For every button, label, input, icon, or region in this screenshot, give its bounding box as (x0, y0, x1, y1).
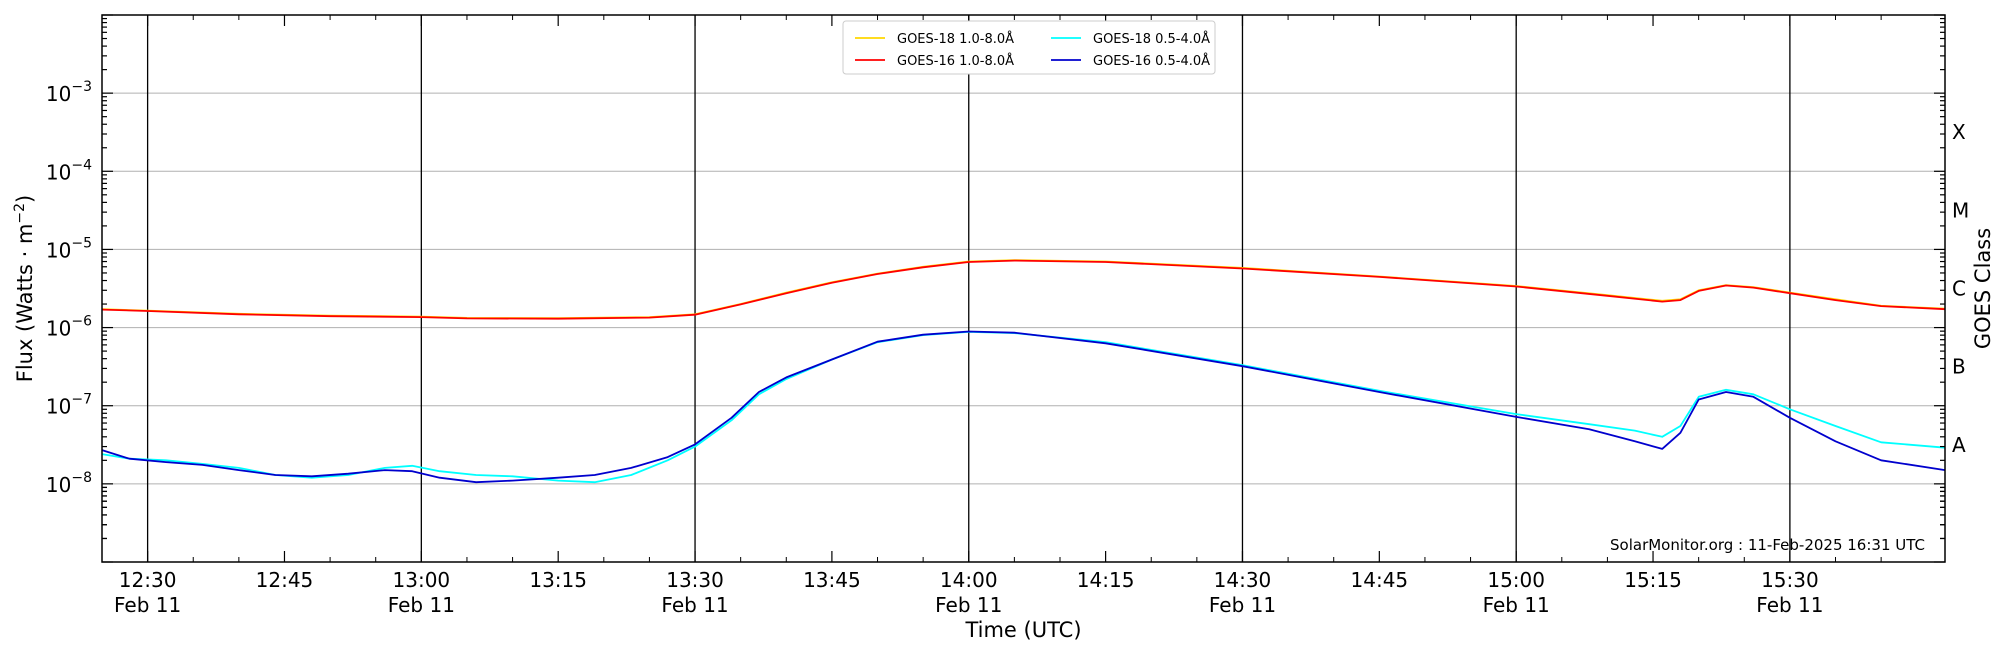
x-tick-label: 15:30 (1761, 568, 1819, 592)
legend-label: GOES-16 0.5-4.0Å (1093, 53, 1210, 69)
legend-box (842, 20, 1216, 75)
legend-label: GOES-16 1.0-8.0Å (897, 53, 1014, 69)
x-tick-label: 13:45 (803, 568, 861, 592)
y-tick-label: 10−5 (46, 235, 92, 262)
y-axis-title-exponent: −2 (12, 203, 28, 224)
y-axis-title-end: ) (13, 195, 37, 203)
y-tick-label: 10−3 (46, 79, 92, 106)
x-tick-date-label: Feb 11 (661, 593, 728, 617)
series-lines (101, 259, 1946, 484)
y-tick-exponent: −4 (71, 157, 92, 173)
legend-label: GOES-18 1.0-8.0Å (897, 31, 1014, 47)
y-tick-label: 10−4 (46, 157, 92, 184)
goes-class-axis-title: GOES Class (1971, 228, 1995, 349)
x-tick-date-label: Feb 11 (1209, 593, 1276, 617)
legend-item: GOES-18 1.0-8.0Å (855, 31, 1014, 47)
y-tick-base: 10 (46, 317, 71, 341)
x-tick-label: 14:00 (940, 568, 998, 592)
y-axis-title-main: Flux (Watts · m (13, 224, 37, 383)
x-tick-label: 13:30 (666, 568, 724, 592)
x-tick-date-label: Feb 11 (1756, 593, 1823, 617)
legend-item: GOES-16 0.5-4.0Å (1051, 53, 1210, 69)
x-tick-label: 14:15 (1077, 568, 1135, 592)
legend-label: GOES-18 0.5-4.0Å (1093, 31, 1210, 47)
y-tick-exponent: −8 (71, 470, 92, 486)
x-axis-title: Time (UTC) (964, 618, 1081, 642)
y-tick-base: 10 (46, 473, 71, 497)
y-tick-exponent: −6 (71, 314, 92, 330)
x-tick-date-label: Feb 11 (388, 593, 455, 617)
goes-class-label: X (1952, 120, 1966, 144)
series-line (101, 259, 1946, 319)
y-axis-title: Flux (Watts · m−2) (12, 195, 37, 383)
x-tick-label: 15:15 (1624, 568, 1682, 592)
series-line (101, 259, 1946, 320)
y-tick-base: 10 (46, 395, 71, 419)
x-tick-label: 13:15 (529, 568, 587, 592)
y-tick-labels: 10−810−710−610−510−410−3 (46, 79, 92, 497)
y-tick-label: 10−8 (46, 470, 92, 497)
x-tick-label: 13:00 (393, 568, 451, 592)
x-tick-label: 14:30 (1214, 568, 1272, 592)
goes-class-label: A (1952, 433, 1966, 457)
y-tick-base: 10 (46, 82, 71, 106)
plot-frame (101, 14, 1946, 563)
y-tick-label: 10−6 (46, 314, 92, 341)
credit-text: SolarMonitor.org : 11-Feb-2025 16:31 UTC (1610, 536, 1925, 554)
x-tick-date-label: Feb 11 (1483, 593, 1550, 617)
x-tick-label: 15:00 (1487, 568, 1545, 592)
x-tick-label: 14:45 (1351, 568, 1409, 592)
y-tick-label: 10−7 (46, 392, 92, 419)
legend: GOES-18 1.0-8.0Å GOES-18 0.5-4.0Å GOES-16 … (842, 20, 1216, 75)
legend-item: GOES-16 1.0-8.0Å (855, 53, 1014, 69)
y-tick-exponent: −3 (71, 79, 92, 95)
goes-class-label: M (1952, 198, 1969, 222)
x-tick-label: 12:30 (119, 568, 177, 592)
y-tick-exponent: −5 (71, 235, 92, 251)
x-tick-date-label: Feb 11 (935, 593, 1002, 617)
grid-lines (102, 92, 1945, 485)
series-line (101, 330, 1946, 484)
axis-ticks (101, 14, 1945, 563)
y-tick-base: 10 (46, 160, 71, 184)
goes-class-label: C (1952, 277, 1966, 301)
goes-class-labels: A B C M X (1952, 120, 1969, 457)
x-tick-date-label: Feb 11 (114, 593, 181, 617)
y-tick-base: 10 (46, 238, 71, 262)
x-tick-label: 12:45 (256, 568, 314, 592)
date-marker-lines (146, 15, 1791, 562)
legend-item: GOES-18 0.5-4.0Å (1051, 31, 1210, 47)
y-tick-exponent: −7 (71, 392, 92, 408)
goes-class-label: B (1952, 355, 1966, 379)
series-line (101, 331, 1946, 484)
